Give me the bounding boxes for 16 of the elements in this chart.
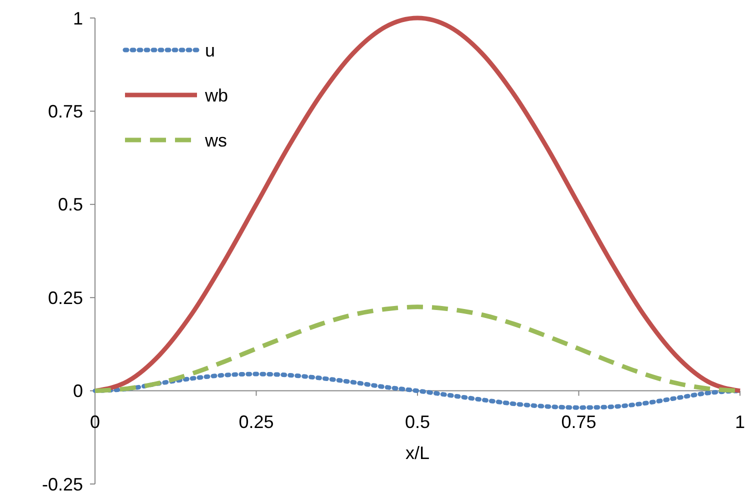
- legend-label: u: [205, 40, 216, 60]
- x-tick-label: 0.75: [561, 412, 596, 432]
- line-series: [92, 16, 742, 394]
- x-tick-label: 0.25: [238, 412, 274, 432]
- y-tick-label: 0.75: [48, 102, 83, 122]
- y-tick-label: 0.25: [48, 288, 83, 308]
- y-tick-label: 1: [72, 8, 83, 28]
- x-tick-label: 1: [734, 412, 745, 432]
- x-tick-label: 0: [90, 412, 100, 432]
- legend-label: wb: [204, 85, 228, 106]
- x-axis-title: x/L: [405, 442, 430, 463]
- y-tick-label: 0.5: [58, 194, 83, 215]
- y-tick-label: 0: [72, 381, 83, 402]
- legend-label: ws: [204, 130, 227, 150]
- y-tick-label: -0.25: [42, 474, 83, 494]
- x-tick-label: 0.5: [404, 412, 430, 432]
